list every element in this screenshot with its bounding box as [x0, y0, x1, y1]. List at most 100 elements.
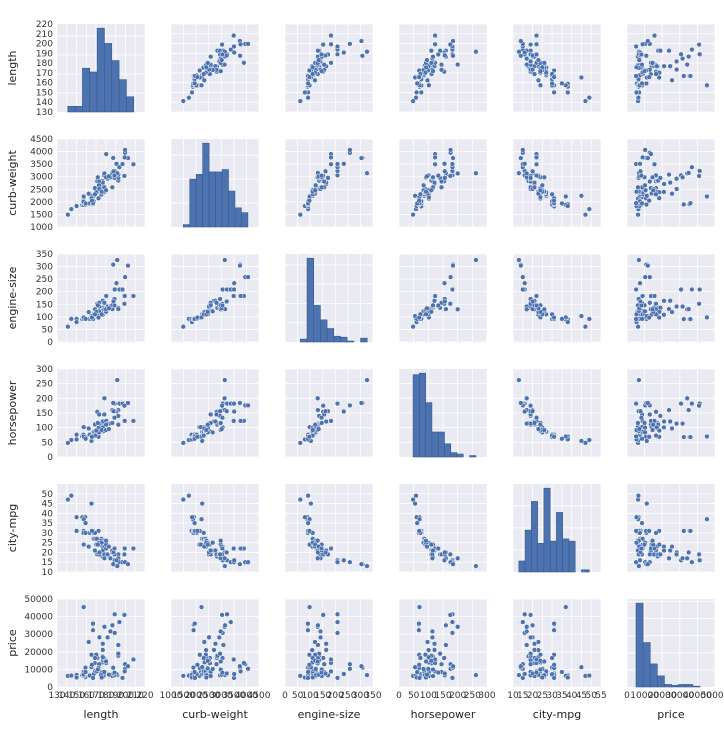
scatter-point — [516, 170, 522, 176]
scatter-point — [551, 197, 557, 204]
scatter-point — [639, 200, 645, 207]
scatter-point — [541, 658, 547, 665]
scatter-point — [559, 669, 565, 675]
scatter-point — [661, 63, 667, 69]
histogram-bar — [657, 675, 665, 688]
scatter-point — [424, 672, 430, 678]
scatter-point — [524, 395, 530, 401]
histogram-bar — [568, 540, 576, 573]
scatter-point — [653, 432, 659, 439]
scatter-point — [549, 655, 555, 661]
scatter-point — [111, 669, 118, 676]
tick-label-x: 25 — [537, 691, 548, 701]
scatter-point — [430, 666, 436, 673]
scatter-point — [305, 675, 311, 681]
scatter-point — [245, 41, 251, 47]
histogram-bar — [126, 96, 135, 113]
axis-label-x: engine-size — [298, 708, 361, 721]
scatter-point — [522, 408, 528, 415]
scatter-point — [455, 170, 461, 177]
scatter-point — [359, 53, 366, 59]
scatter-point — [678, 286, 684, 293]
scatter-point — [524, 55, 530, 62]
scatter-point — [416, 620, 422, 627]
scatter-point — [539, 182, 545, 188]
scatter-point — [645, 155, 651, 161]
panel-horsepower-vs-horsepower — [398, 369, 488, 458]
tick-label-y: 1000 — [30, 223, 53, 233]
scatter-point — [130, 293, 137, 299]
scatter-point — [429, 628, 436, 635]
tick-label-y: 35 — [42, 519, 53, 529]
panel-background — [285, 24, 373, 112]
scatter-point — [527, 41, 534, 48]
scatter-point — [190, 627, 197, 633]
tick-label-x: 200 — [449, 691, 466, 701]
scatter-point — [441, 557, 448, 563]
scatter-point — [686, 53, 692, 60]
axis-label-x: price — [657, 708, 685, 721]
histogram-bar — [111, 60, 120, 113]
histogram-bar — [671, 684, 679, 688]
scatter-point — [679, 303, 686, 310]
scatter-point — [206, 634, 212, 640]
scatter-point — [450, 38, 456, 44]
scatter-point — [447, 551, 453, 558]
scatter-point — [231, 408, 237, 415]
scatter-point — [210, 666, 216, 672]
scatter-point — [522, 49, 528, 56]
scatter-point — [130, 656, 137, 663]
scatter-point — [549, 191, 555, 197]
scatter-point — [667, 418, 673, 425]
scatter-point — [109, 420, 115, 426]
histogram-bar — [562, 538, 570, 573]
histogram-bar — [444, 443, 452, 458]
axis-label-y: length — [6, 50, 19, 85]
panel-city-mpg-vs-city-mpg — [512, 484, 602, 573]
histogram-bar — [456, 453, 464, 458]
scatter-point — [328, 60, 334, 66]
scatter-point — [130, 545, 137, 552]
scatter-point — [318, 415, 325, 421]
histogram-bar — [664, 684, 672, 688]
panel-city-mpg-vs-engine-size — [284, 484, 374, 573]
scatter-point — [205, 665, 211, 672]
scatter-point — [347, 402, 353, 409]
scatter-point — [666, 555, 672, 561]
scatter-point — [518, 155, 524, 161]
scatter-point — [245, 666, 251, 672]
histogram-bar — [450, 452, 458, 458]
scatter-point — [578, 313, 585, 319]
scatter-point — [410, 324, 416, 330]
scatter-point — [322, 408, 329, 414]
scatter-point — [231, 280, 237, 286]
scatter-point — [95, 302, 101, 308]
scatter-point — [89, 528, 95, 534]
scatter-point — [423, 189, 429, 195]
scatter-point — [180, 324, 186, 330]
scatter-point — [122, 274, 128, 280]
scatter-point — [635, 324, 641, 330]
scatter-point — [110, 561, 116, 567]
scatter-point — [633, 528, 639, 534]
scatter-point — [679, 420, 686, 427]
tick-label-y: 3500 — [30, 160, 53, 170]
scatter-point — [635, 420, 641, 426]
scatter-point — [203, 427, 209, 433]
scatter-point — [107, 555, 114, 561]
scatter-point — [661, 547, 667, 554]
scatter-point — [649, 427, 656, 433]
scatter-point — [305, 520, 311, 526]
scatter-point — [103, 422, 109, 428]
scatter-point — [245, 402, 251, 409]
tick-label-y: 50 — [42, 490, 54, 500]
tick-label-x: 0 — [624, 691, 630, 701]
histogram-bar — [346, 340, 355, 343]
scatter-point — [438, 184, 445, 190]
tick-label-y: 30000 — [24, 630, 53, 640]
scatter-point — [522, 611, 528, 617]
scatter-point — [418, 89, 424, 96]
scatter-point — [645, 400, 651, 406]
scatter-point — [518, 663, 524, 669]
